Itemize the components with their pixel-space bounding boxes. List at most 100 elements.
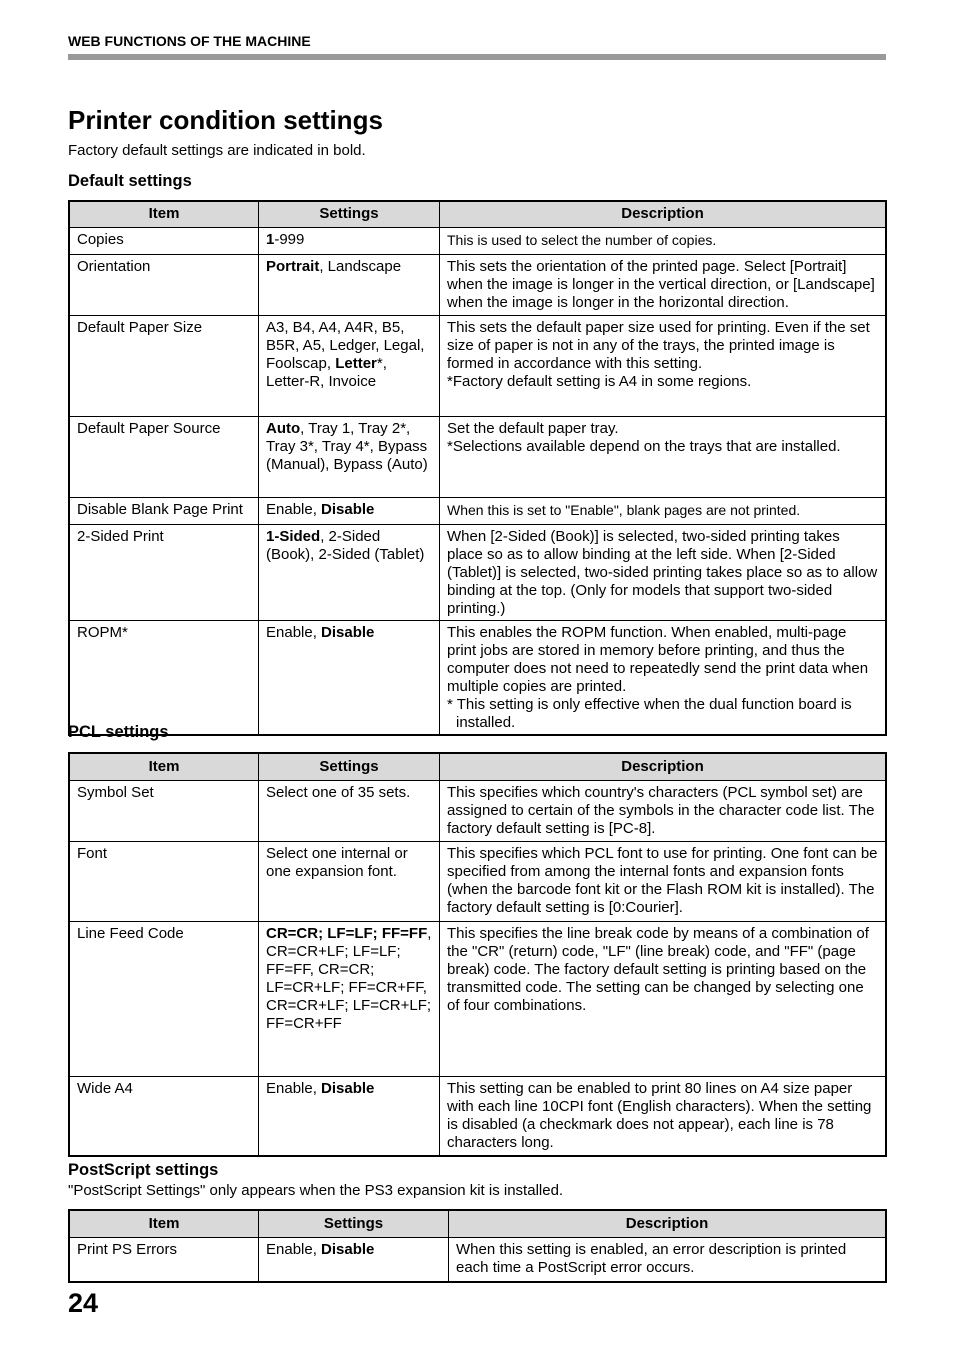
description-text: This is used to select the number of cop…	[447, 231, 717, 248]
item-cell: Disable Blank Page Print	[68, 496, 259, 525]
column-header-description: Description	[439, 200, 887, 228]
settings-cell: Portrait, Landscape	[258, 253, 440, 316]
section-note: "PostScript Settings" only appears when …	[68, 1182, 564, 1199]
setting-option: Enable,	[266, 623, 322, 641]
settings-cell: Enable, Disable	[258, 619, 440, 736]
default-setting: CR=CR; LF=LF; FF=FF	[266, 924, 428, 942]
table-row: Font Select one internal or one expansion…	[68, 840, 887, 922]
description-footnote: *Factory default setting is A4 in some r…	[447, 372, 752, 390]
description-text: When [2-Sided (Book)] is selected, two-s…	[447, 527, 878, 617]
column-header-item: Item	[68, 752, 259, 781]
section-heading: PostScript settings	[68, 1161, 219, 1179]
default-setting: Disable	[321, 500, 375, 518]
description-cell: This is used to select the number of cop…	[439, 226, 887, 255]
column-header-settings: Settings	[258, 752, 440, 781]
column-header-settings: Settings	[258, 1209, 449, 1238]
description-text: When this setting is enabled, an error d…	[456, 1240, 847, 1276]
description-text: Set the default paper tray.	[447, 419, 619, 437]
description-cell: This specifies the line break code by me…	[439, 920, 887, 1077]
setting-option: A3, B4, A4, A4R, B5, B5R, A5, Ledger, Le…	[266, 318, 425, 372]
item-cell: Font	[68, 840, 259, 922]
page-title: Printer condition settings	[68, 105, 383, 135]
item-cell: ROPM*	[68, 619, 259, 736]
setting-option: Enable,	[266, 1079, 322, 1097]
description-cell: When this setting is enabled, an error d…	[448, 1236, 887, 1283]
default-setting: Portrait	[266, 257, 320, 275]
settings-cell: 1-Sided, 2-Sided (Book), 2-Sided (Tablet…	[258, 523, 440, 621]
column-header-description: Description	[448, 1209, 887, 1238]
settings-cell: A3, B4, A4, A4R, B5, B5R, A5, Ledger, Le…	[258, 314, 440, 417]
settings-cell: 1-999	[258, 226, 440, 255]
description-footnote: *Selections available depend on the tray…	[447, 437, 841, 455]
description-cell: This sets the orientation of the printed…	[439, 253, 887, 316]
item-cell: Copies	[68, 226, 259, 255]
column-header-settings: Settings	[258, 200, 440, 228]
description-text: This enables the ROPM function. When ena…	[447, 623, 869, 695]
settings-cell: CR=CR; LF=LF; FF=FF, CR=CR+LF; LF=LF; FF…	[258, 920, 440, 1077]
table-row: Disable Blank Page Print Enable, Disable W…	[68, 496, 887, 525]
setting-option: , Tray 1, Tray 2*, Tray 3*, Tray 4*, Byp…	[266, 419, 428, 473]
table-header-row: Item Settings Description	[68, 752, 887, 781]
setting-option: , Landscape	[319, 257, 402, 275]
table-row: Symbol Set Select one of 35 sets. This spe…	[68, 779, 887, 842]
default-setting: Disable	[321, 623, 375, 641]
table-row: Print PS Errors Enable, Disable When this …	[68, 1236, 887, 1283]
table-row: Wide A4 Enable, Disable This setting can b…	[68, 1075, 887, 1157]
table-row: 2-Sided Print 1-Sided, 2-Sided (Book), 2-…	[68, 523, 887, 621]
page-number: 24	[68, 1288, 99, 1318]
item-cell: Default Paper Size	[68, 314, 259, 417]
description-text: This sets the default paper size used fo…	[447, 318, 870, 372]
setting-option: Select one of 35 sets.	[266, 783, 411, 801]
description-cell: This enables the ROPM function. When ena…	[439, 619, 887, 736]
setting-option: -999	[274, 230, 305, 248]
setting-option: Enable,	[266, 500, 322, 518]
settings-cell: Enable, Disable	[258, 1075, 440, 1157]
running-header: WEB FUNCTIONS OF THE MACHINE	[68, 33, 311, 49]
setting-option: , 2-Sided (Book), 2-Sided (Tablet)	[266, 527, 425, 563]
description-text: This specifies which PCL font to use for…	[447, 844, 878, 916]
column-header-item: Item	[68, 200, 259, 228]
table-row: Default Paper Source Auto, Tray 1, Tray 2…	[68, 415, 887, 498]
default-setting: 1-Sided	[266, 527, 321, 545]
setting-option: , CR=CR+LF; LF=LF; FF=FF, CR=CR; LF=CR+L…	[266, 924, 432, 1032]
item-cell: Print PS Errors	[68, 1236, 259, 1283]
description-cell: This setting can be enabled to print 80 …	[439, 1075, 887, 1157]
description-text: This specifies which country's character…	[447, 783, 875, 837]
table-row: Copies 1-999 This is used to select the nu…	[68, 226, 887, 255]
description-text: This setting can be enabled to print 80 …	[447, 1079, 872, 1151]
table-row: ROPM* Enable, Disable This enables the ROP…	[68, 619, 887, 736]
description-text: This specifies the line break code by me…	[447, 924, 869, 1014]
item-cell: Symbol Set	[68, 779, 259, 842]
default-setting: Auto	[266, 419, 301, 437]
description-cell: Set the default paper tray. *Selections a…	[439, 415, 887, 498]
item-cell: Default Paper Source	[68, 415, 259, 498]
description-cell: This sets the default paper size used fo…	[439, 314, 887, 417]
default-setting: Disable	[321, 1240, 375, 1258]
settings-table: Item Settings Description Symbol Set Select …	[68, 752, 887, 1157]
settings-cell: Enable, Disable	[258, 496, 440, 525]
setting-option: *, Letter-R, Invoice	[266, 354, 387, 390]
description-text: When this is set to "Enable", blank page…	[447, 501, 801, 518]
default-setting: Disable	[321, 1079, 375, 1097]
table-row: Default Paper Size A3, B4, A4, A4R, B5, B…	[68, 314, 887, 417]
description-text: This sets the orientation of the printed…	[447, 257, 875, 311]
settings-cell: Select one of 35 sets.	[258, 779, 440, 842]
table-row: Orientation Portrait, Landscape This sets …	[68, 253, 887, 316]
table-header-row: Item Settings Description	[68, 1209, 887, 1238]
table-header-row: Item Settings Description	[68, 200, 887, 228]
column-header-item: Item	[68, 1209, 259, 1238]
setting-option: Enable,	[266, 1240, 322, 1258]
description-footnote: * This setting is only effective when th…	[447, 695, 852, 731]
description-cell: When [2-Sided (Book)] is selected, two-s…	[439, 523, 887, 621]
settings-cell: Select one internal or one expansion fon…	[258, 840, 440, 922]
column-header-description: Description	[439, 752, 887, 781]
settings-table: Item Settings Description Print PS Errors En…	[68, 1209, 887, 1283]
default-setting: 1	[266, 230, 275, 248]
settings-cell: Enable, Disable	[258, 1236, 449, 1283]
section-heading: Default settings	[68, 172, 192, 190]
description-cell: This specifies which country's character…	[439, 779, 887, 842]
default-setting: Letter	[335, 354, 377, 372]
header-rule	[68, 54, 886, 60]
item-cell: Line Feed Code	[68, 920, 259, 1077]
